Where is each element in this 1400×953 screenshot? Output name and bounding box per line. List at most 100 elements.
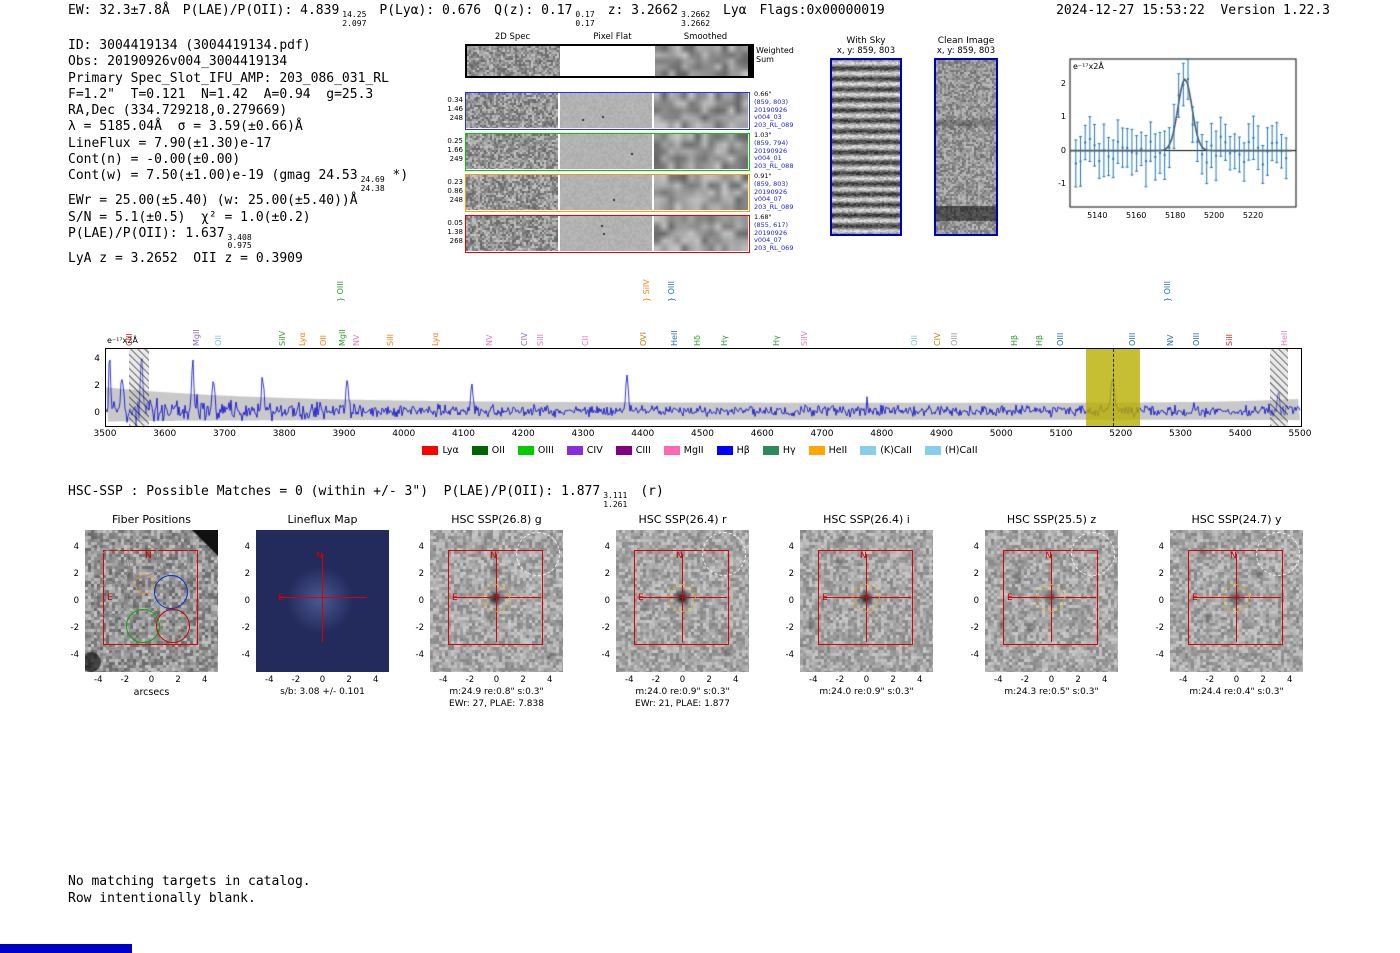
legend-label: Hγ <box>782 445 796 456</box>
emission-line-label: NV <box>484 334 494 346</box>
line-fit-canvas <box>1046 55 1302 233</box>
masked-region <box>1269 349 1288 426</box>
extraction-box <box>818 550 913 645</box>
emission-line-label: SiIV <box>800 330 810 346</box>
uncertainty-range: 3.2662 3.2662 <box>681 10 711 28</box>
compass-north-label: N <box>316 551 323 561</box>
axis-tick: -4 <box>241 649 250 660</box>
axis-tick: 4300 <box>571 429 595 439</box>
fiber-circle-red <box>156 609 190 643</box>
legend-swatch <box>517 446 534 455</box>
axis-tick: 0 <box>244 596 250 606</box>
emission-line-label: SiIV <box>278 330 288 346</box>
axis-tick: 4 <box>372 675 379 685</box>
row-smoothed-image <box>654 175 748 210</box>
emission-line-label: Hδ <box>693 335 703 346</box>
info-line: Cont(n) = -0.00(±0.00) <box>68 152 241 168</box>
axis-tick: -2 <box>835 675 845 685</box>
emission-line-label: } OIII <box>1162 280 1172 302</box>
row-smoothed-image <box>654 134 748 169</box>
stat-segment: Flags:0x00000019 <box>759 3 885 18</box>
clean-title: Clean Image <box>937 36 995 46</box>
weighted-2dspec-image <box>467 46 560 76</box>
legend-swatch <box>422 446 439 455</box>
legend-label: OII <box>491 445 505 456</box>
with-sky-image <box>832 60 900 234</box>
legend-item: Hγ <box>762 445 796 456</box>
withsky-xy: x, y: 859, 803 <box>836 46 896 56</box>
cutout-title: HSC SSP(26.8) g <box>451 513 542 526</box>
axis-tick: 5140 <box>1087 211 1108 220</box>
legend-swatch <box>716 446 733 455</box>
emission-line-label: OIII <box>1192 332 1202 346</box>
emission-line-label: CIII <box>125 333 135 346</box>
cutout-title: HSC SSP(26.4) i <box>823 513 910 526</box>
axis-tick: 4200 <box>511 429 535 439</box>
axis-tick: 4400 <box>631 429 655 439</box>
emission-line-label: OII <box>318 334 328 346</box>
meta-line: 1.03" <box>754 131 772 139</box>
extraction-box <box>448 550 543 645</box>
axis-tick: 4 <box>418 542 424 553</box>
axis-tick: -2 <box>415 622 424 633</box>
emission-line-label: OII <box>214 334 224 346</box>
cutout-hsc-panel: HSC SSP(26.4) r N E 4 2 0 -2 -4 -4 -2 0 2 4 m:24.0 re… <box>602 513 749 709</box>
row-smoothed-image <box>654 216 748 251</box>
uncertainty-range: 14.25 2.097 <box>342 10 367 28</box>
axis-tick: 2 <box>706 675 712 685</box>
row-2dspec-image <box>466 93 558 128</box>
axis-tick: 2 <box>1060 79 1066 89</box>
axis-tick: 4700 <box>810 429 834 439</box>
legend-swatch <box>566 446 583 455</box>
axis-tick: 0 <box>493 675 500 685</box>
legend-item: HeII <box>808 445 847 456</box>
axis-tick: 2 <box>604 569 610 580</box>
crosshair-horizontal <box>279 597 367 598</box>
stat-value: 249 <box>449 154 463 163</box>
stat-segment: (r) <box>640 484 664 499</box>
meta-line: (855, 617) <box>754 220 789 229</box>
axis-tick: 2 <box>94 381 100 391</box>
legend-label: Hβ <box>736 445 750 456</box>
row-meta: 1.03" (859, 794) 20190926 v004_01 203_RL_088 <box>754 131 809 171</box>
info-line: RA,Dec (334.729218,0.279669) <box>68 103 288 119</box>
legend-label: OIII <box>537 445 554 456</box>
row-pixelflat-image <box>560 93 652 128</box>
axis-tick: 2 <box>890 675 896 685</box>
clean-image <box>936 60 996 234</box>
spec2d-row <box>465 174 750 212</box>
cutout-caption: m:24.4 re:0.4" s:0.3" <box>1189 687 1284 697</box>
legend-swatch <box>663 446 680 455</box>
axis-tick: -2 <box>1020 675 1030 685</box>
axis-tick: 0 <box>604 596 610 606</box>
stat-segment: P(Lyα): 0.676 <box>379 3 482 18</box>
stat-value: 268 <box>449 236 463 245</box>
spec2d-column-header: Smoothed <box>683 32 728 42</box>
axis-tick: 5180 <box>1164 211 1186 220</box>
compass-north-label: N <box>676 551 683 561</box>
footer-line: No matching targets in catalog. <box>68 874 311 889</box>
spec2d-weighted-strip <box>465 44 750 78</box>
detected-line-marker <box>1112 349 1114 426</box>
fiber-circle-gray <box>96 615 130 649</box>
emission-line-label: OVI <box>639 332 649 346</box>
axis-tick: 0 <box>1060 145 1066 155</box>
aperture-circle <box>668 584 696 612</box>
emission-line-label: SiII <box>536 333 546 346</box>
spec2d-row <box>465 92 750 130</box>
catalog-object-circle <box>1071 532 1115 576</box>
meta-line: (859, 803) <box>754 97 789 106</box>
strip-end-bar <box>750 44 754 78</box>
row-left-stats: 0.23 0.86 248 <box>439 178 463 204</box>
emission-line-label: OIII <box>949 332 959 346</box>
axis-tick: -2 <box>651 675 661 685</box>
axis-tick: -2 <box>120 675 130 685</box>
compass-east-label: E <box>1007 593 1013 603</box>
axis-tick: 2 <box>1158 569 1164 580</box>
legend-item: (K)CaII <box>860 445 912 456</box>
timestamp-version: 2024-12-27 15:53:22 Version 1.22.3 <box>1056 3 1330 18</box>
stat-segment: EW: 32.3±7.8Å <box>68 3 170 18</box>
axis-tick: 4 <box>1286 675 1293 685</box>
